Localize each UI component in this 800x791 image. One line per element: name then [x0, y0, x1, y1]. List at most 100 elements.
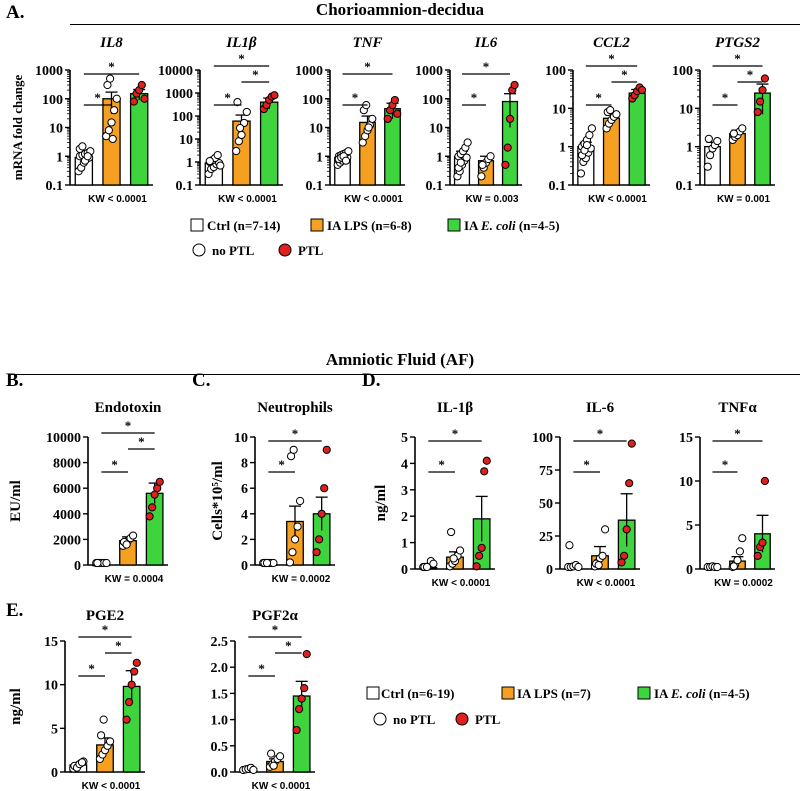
chart-pge2: PGE2 ng/ml 0 5 10 15 * * * KW < 0.0001: [8, 608, 145, 791]
data-point-pgf2a: [300, 684, 309, 693]
y-tick-label-pgf2a: 1.5: [211, 687, 229, 702]
chart-title-tnf: TNF: [353, 35, 383, 51]
data-point-tnfa_af: [735, 547, 744, 556]
y-axis-label-il1b_af: ng/ml: [373, 485, 389, 522]
y-tick-label-neutrophils: 0: [241, 559, 248, 574]
data-point-il6: [501, 160, 510, 170]
y-tick-label-il1b_af: 2: [401, 510, 408, 525]
data-point-pge2: [132, 658, 141, 667]
data-point-neutrophils: [289, 445, 298, 454]
sig-star-il1b: *: [224, 90, 231, 105]
y-tick-label-il1b: 100: [172, 110, 193, 125]
sig-star-il8: *: [94, 90, 101, 105]
legend-bottom-lps-label: IA LPS (n=7): [517, 686, 591, 701]
y-tick-label-ptgs2: 100: [672, 64, 693, 79]
kw-label-ccl2: KW < 0.0001: [588, 194, 647, 205]
y-tick-label-pgf2a: 0.5: [211, 740, 229, 755]
panel-label-b: B.: [6, 370, 24, 391]
y-tick-label-endotoxin: 10000: [46, 431, 81, 446]
y-tick-label-ptgs2: 0.1: [676, 179, 694, 194]
kw-label-ptgs2: KW = 0.001: [717, 194, 771, 205]
sig-star-il6_af: *: [597, 426, 604, 441]
y-tick-label-il8: 1: [56, 150, 63, 165]
y-tick-label-pgf2a: 2.0: [211, 661, 229, 676]
sig-star-tnfa_af: *: [722, 457, 729, 472]
data-point-pge2: [130, 667, 139, 676]
y-tick-label-il1b_af: 4: [401, 457, 408, 472]
legend-top-ptl-marker: [278, 243, 292, 257]
y-axis-label-il8: mRNA fold change: [10, 75, 25, 181]
data-point-endotoxin: [155, 477, 164, 486]
bar-il1b-2: [259, 101, 279, 186]
y-tick-label-il1b: 1000: [165, 87, 193, 102]
data-point-il1b: [270, 91, 279, 100]
sig-star-endotoxin: *: [125, 418, 132, 433]
y-tick-label-endotoxin: 0: [74, 559, 81, 574]
y-tick-label-il1b_af: 1: [401, 537, 408, 552]
data-point-pgf2a: [297, 694, 306, 703]
legend-top-lps-label: IA LPS (n=6-8): [327, 218, 412, 233]
sig-star-ptgs2: *: [747, 67, 754, 82]
legend-bottom-ptl-marker: [455, 712, 469, 726]
legend-bottom-ecoli-swatch: [637, 686, 651, 700]
y-tick-label-neutrophils: 4: [241, 508, 248, 523]
data-point-neutrophils: [290, 535, 300, 544]
sig-star-ccl2: *: [608, 51, 615, 66]
chart-pgf2a: PGF2α 0.0 0.5 1.0 1.5 2.0 2.5 * * * KW < 0.0001: [211, 608, 315, 791]
sig-star-il1b: *: [238, 51, 245, 66]
kw-label-il6_af: KW < 0.0001: [577, 578, 636, 589]
chart-title-ccl2: CCL2: [593, 35, 630, 51]
data-point-tnfa_af: [758, 538, 767, 547]
data-point-pge2: [96, 731, 106, 740]
chart-il1b_af: IL-1β ng/ml 0 1 2 3 4 5 * * KW < 0.0001: [373, 400, 495, 589]
y-tick-label-neutrophils: 10: [234, 431, 248, 446]
data-point-neutrophils: [288, 548, 297, 557]
y-tick-label-il6: 100: [422, 93, 443, 108]
data-point-il1b: [237, 130, 246, 140]
chart-il8: IL8 mRNA fold change 0.1 1 10 100 1000 * * KW < 0…: [10, 35, 153, 205]
data-point-endotoxin: [122, 540, 131, 549]
chart-ccl2: CCL2 0.1 1 10 100 * * * KW < 0.0001: [545, 35, 650, 205]
chart-il6: IL6 0.1 1 10 100 1000 * * KW = 0.003: [415, 35, 522, 205]
data-point-ptgs2: [713, 136, 722, 146]
y-tick-label-pge2: 15: [44, 635, 58, 650]
data-point-tnf: [368, 114, 377, 123]
data-point-il6_af: [598, 551, 607, 560]
data-point-il1b_af: [472, 562, 481, 571]
sig-star-pge2: *: [115, 638, 122, 653]
data-point-tnfa_af: [753, 551, 762, 560]
y-tick-label-il1b_af: 3: [401, 484, 408, 499]
data-point-pgf2a: [292, 725, 301, 735]
data-point-il8: [140, 94, 149, 103]
data-point-il6_af: [565, 541, 574, 550]
data-point-il8: [105, 74, 115, 83]
legend-top-ctrl-label: Ctrl (n=7-14): [207, 218, 280, 233]
y-tick-label-pge2: 10: [44, 679, 58, 694]
data-point-ptgs2: [758, 85, 767, 95]
y-tick-label-neutrophils: 8: [241, 457, 248, 472]
chart-ptgs2: PTGS2 0.1 1 10 100 * * * KW = 0.001: [672, 35, 775, 205]
data-point-pgf2a: [302, 650, 311, 659]
data-point-ccl2: [612, 110, 621, 119]
panel-label-c: C.: [192, 370, 211, 391]
data-point-il1b_af: [449, 554, 458, 563]
panel-label-e: E.: [6, 600, 24, 621]
chart-title-ptgs2: PTGS2: [715, 35, 761, 51]
y-tick-label-il8: 1000: [35, 64, 63, 79]
data-point-il8: [83, 152, 92, 161]
y-tick-label-il6_af: 0: [546, 563, 553, 578]
chart-il6_af: IL-6 0 25 50 75 100 * * KW < 0.0001: [532, 400, 640, 589]
data-point-tnfa_af: [713, 562, 722, 572]
data-point-ptgs2: [703, 162, 712, 171]
y-tick-label-tnfa_af: 15: [679, 431, 693, 446]
data-point-pgf2a: [275, 752, 285, 761]
data-point-il1b: [216, 161, 225, 170]
data-point-il1b: [242, 107, 251, 117]
data-point-il8: [129, 97, 138, 106]
sig-star-endotoxin: *: [111, 457, 118, 472]
data-point-tnfa_af: [729, 562, 738, 571]
chart-title-il1b_af: IL-1β: [437, 400, 473, 416]
data-point-pge2: [125, 698, 134, 707]
